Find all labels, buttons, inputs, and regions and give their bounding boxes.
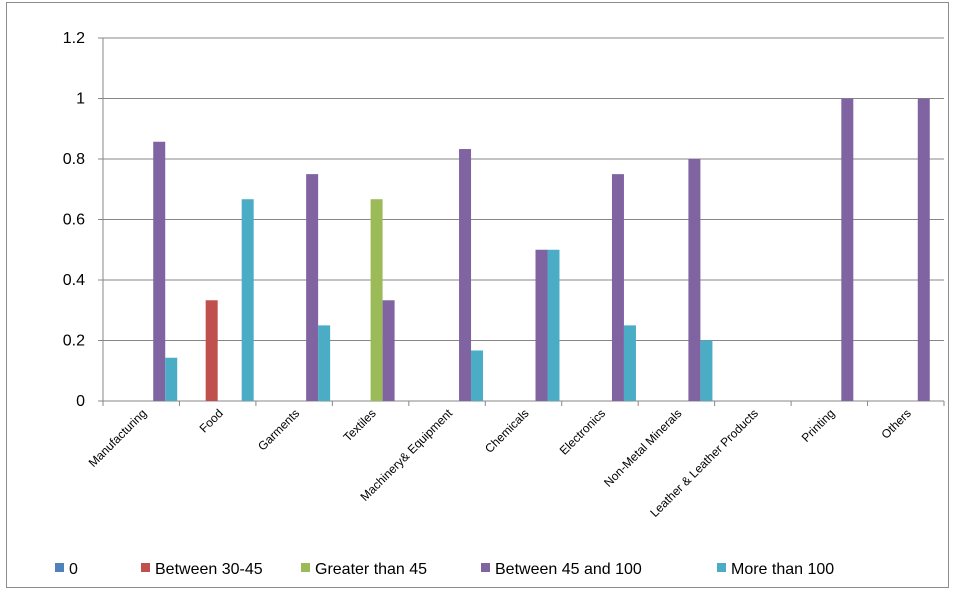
bar xyxy=(623,325,636,401)
legend-swatch xyxy=(481,563,490,572)
legend-swatch xyxy=(141,563,150,572)
x-category-label: Manufacturing xyxy=(86,406,150,470)
bar xyxy=(459,149,472,401)
y-tick-label: 0.2 xyxy=(63,333,85,350)
bar xyxy=(306,174,319,401)
bar xyxy=(205,300,218,401)
bar xyxy=(841,98,854,401)
x-category-label: Others xyxy=(879,406,914,441)
bar xyxy=(382,300,395,401)
bar xyxy=(688,159,701,401)
bar xyxy=(535,249,548,401)
x-category-label: Electronics xyxy=(557,406,608,457)
bar xyxy=(547,249,560,401)
bar xyxy=(700,340,713,401)
bar xyxy=(917,98,930,401)
x-category-label: Garments xyxy=(255,406,302,453)
legend-swatch xyxy=(717,563,726,572)
y-tick-label: 0 xyxy=(76,393,85,410)
x-category-label: Textiles xyxy=(341,406,379,444)
bar xyxy=(165,357,178,401)
x-category-label: Chemicals xyxy=(482,406,532,456)
legend-swatch xyxy=(55,563,64,572)
bar xyxy=(370,199,383,401)
x-category-label: Non-Metal Minerals xyxy=(601,406,684,489)
legend-swatch xyxy=(301,563,310,572)
y-tick-label: 0.8 xyxy=(63,151,85,168)
bar xyxy=(153,141,166,401)
x-category-label: Printing xyxy=(799,406,838,445)
legend-label: Greater than 45 xyxy=(315,561,427,578)
bar xyxy=(318,325,331,401)
y-tick-label: 1 xyxy=(76,91,85,108)
legend-label: More than 100 xyxy=(731,561,834,578)
y-tick-label: 0.6 xyxy=(63,212,85,229)
bar xyxy=(241,199,254,401)
y-tick-label: 1.2 xyxy=(63,30,85,47)
bar xyxy=(471,350,484,401)
legend-label: Between 45 and 100 xyxy=(495,561,642,578)
x-category-label: Food xyxy=(197,406,226,435)
bar xyxy=(611,174,624,401)
legend-label: 0 xyxy=(69,561,78,578)
y-tick-label: 0.4 xyxy=(63,272,85,289)
legend-label: Between 30-45 xyxy=(155,561,263,578)
